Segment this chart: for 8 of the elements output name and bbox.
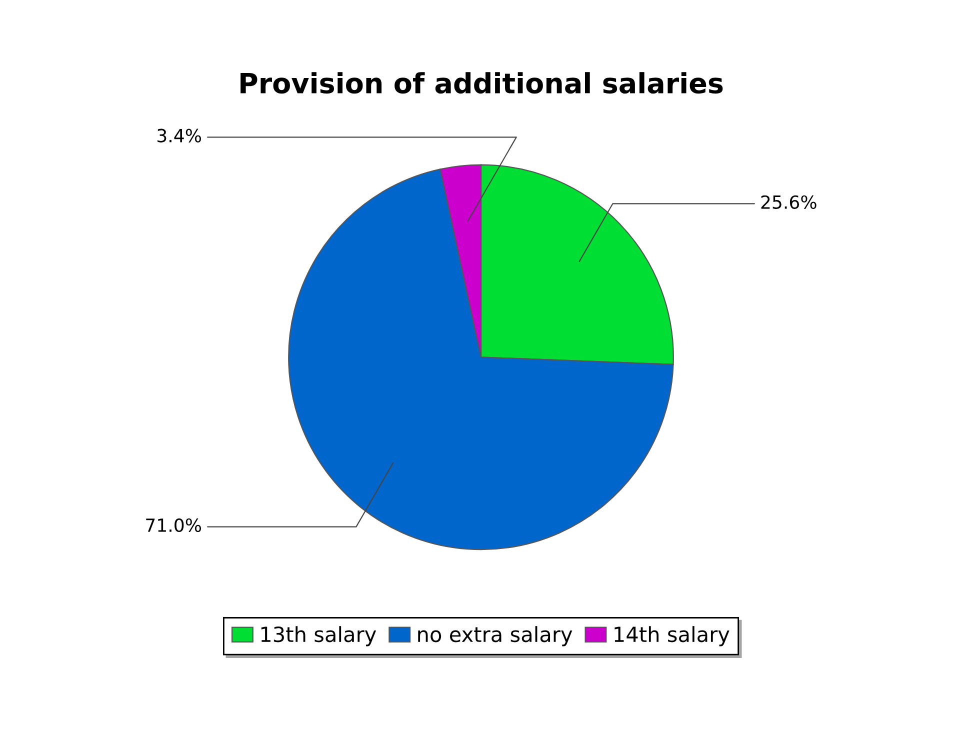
legend-label: 13th salary — [261, 626, 376, 646]
data-label: 71.0% — [146, 518, 202, 532]
chart-title: Provision of additional salaries — [240, 72, 723, 94]
data-label: 3.4% — [158, 128, 202, 142]
legend-label: no extra salary — [418, 626, 572, 646]
data-label: 25.6% — [761, 195, 816, 209]
pie-slice — [288, 168, 674, 550]
legend-label: 14th salary — [614, 626, 730, 646]
